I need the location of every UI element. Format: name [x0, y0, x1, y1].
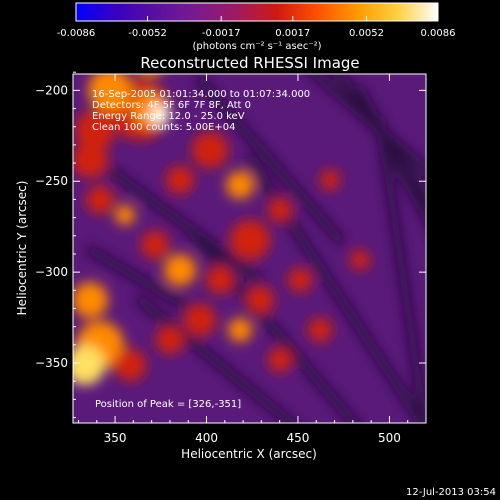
heatmap-image: [73, 74, 426, 423]
colorbar: -0.0086 -0.0052 -0.0017 0.0017 0.0052 0.0086 …: [57, 2, 456, 52]
plot-frame: [72, 73, 427, 424]
x-tick-label: 350: [104, 431, 127, 445]
y-axis-label: Heliocentric Y (arcsec): [15, 181, 29, 316]
y-axis: −200 −250 −300 −350: [35, 71, 426, 419]
colorbar-tick-label: 0.0017: [275, 28, 310, 39]
y-tick-label: −300: [35, 265, 68, 279]
colorbar-gradient: [75, 2, 439, 22]
x-tick-label: 450: [287, 431, 310, 445]
x-tick-label: 500: [378, 431, 401, 445]
colorbar-unit-label: (photons cm⁻² s⁻¹ asec⁻²): [192, 41, 321, 52]
chart-title: Reconstructed RHESSI Image: [140, 54, 359, 72]
colorbar-tick-label: 0.0052: [349, 28, 384, 39]
x-axis: 350 400 450 500: [77, 74, 427, 445]
colorbar-tick-label: -0.0017: [202, 28, 241, 39]
annotations: 16-Sep-2005 01:01:34.000 to 01:07:34.000…: [92, 89, 310, 133]
peak-position-label: Position of Peak = [326,-351]: [95, 399, 241, 410]
annotation-line: Detectors: 4F 5F 6F 7F 8F, Att 0: [92, 100, 251, 111]
annotation-line: 16-Sep-2005 01:01:34.000 to 01:07:34.000: [92, 89, 310, 100]
annotation-line: Energy Range: 12.0 - 25.0 keV: [92, 111, 245, 122]
footer-timestamp: 12-Jul-2013 03:54: [406, 487, 496, 498]
y-tick-label: −250: [35, 174, 68, 188]
annotation-line: Clean 100 counts: 5.00E+04: [92, 122, 235, 133]
colorbar-tick-label: -0.0086: [57, 28, 96, 39]
colorbar-ticks: -0.0086 -0.0052 -0.0017 0.0017 0.0052 0.0086: [57, 16, 456, 39]
colorbar-tick-label: 0.0086: [421, 28, 456, 39]
colorbar-tick-label: -0.0052: [128, 28, 167, 39]
y-tick-label: −350: [35, 356, 68, 370]
x-tick-label: 400: [195, 431, 218, 445]
y-tick-label: −200: [35, 83, 68, 97]
x-axis-label: Heliocentric X (arcsec): [181, 447, 317, 461]
